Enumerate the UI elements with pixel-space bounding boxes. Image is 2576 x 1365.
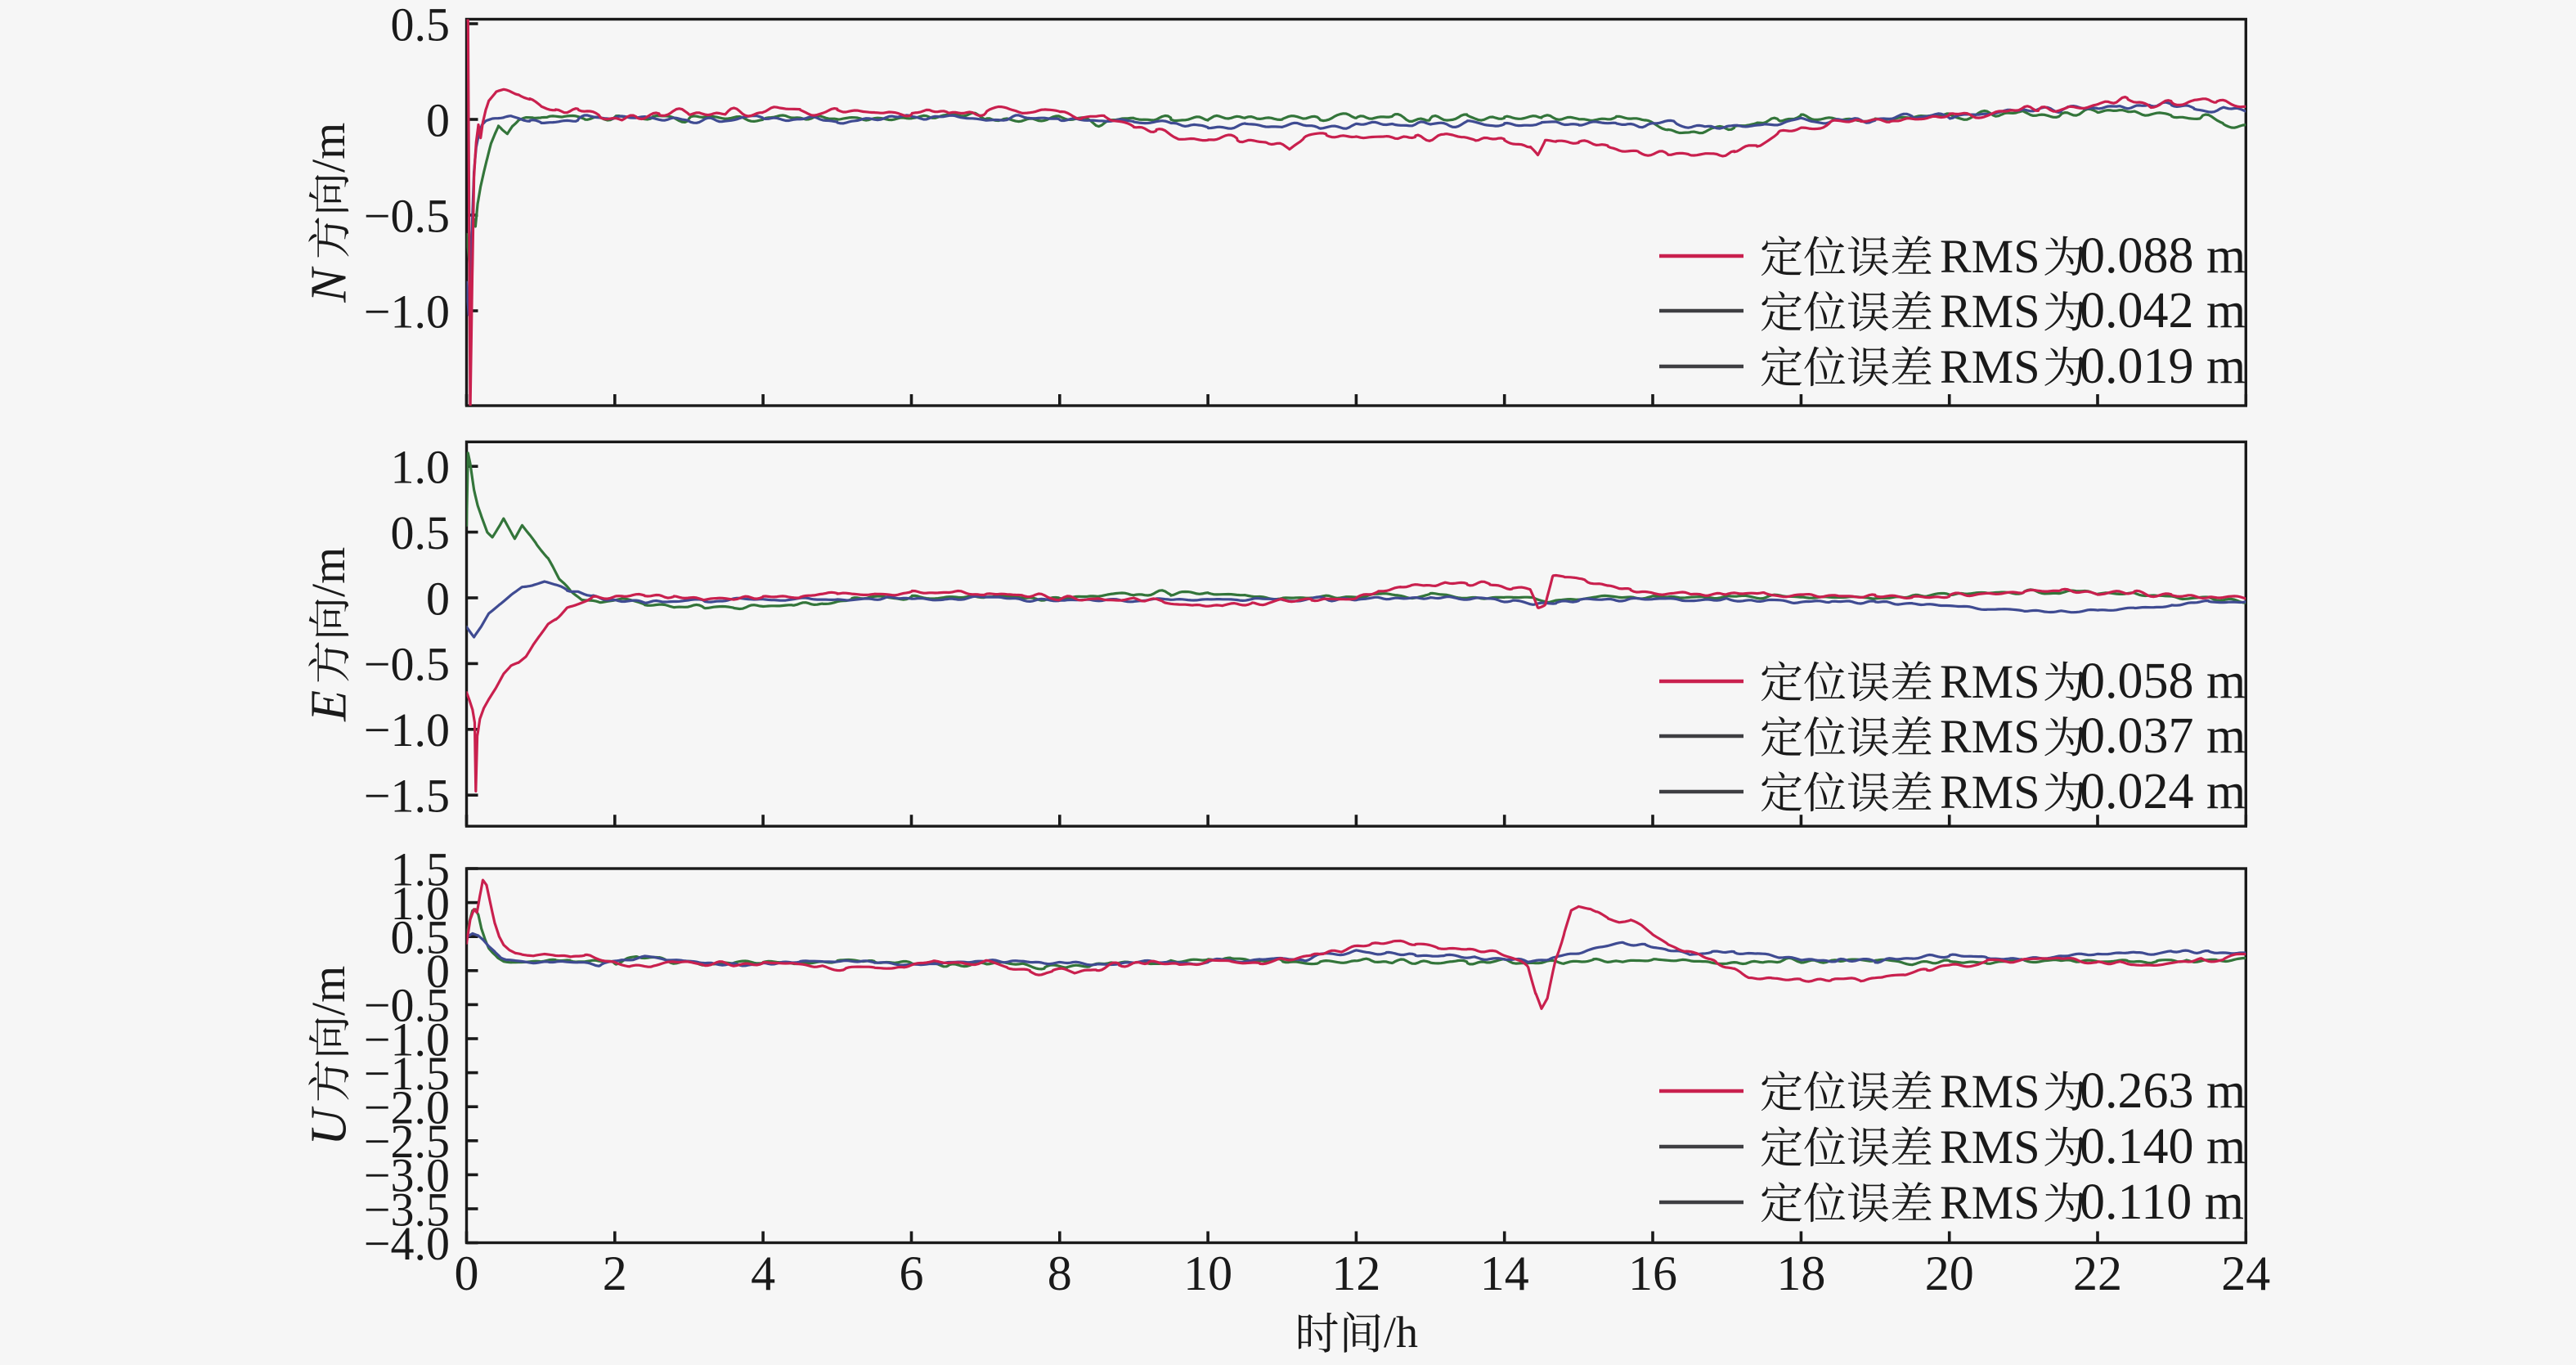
svg-text:1.5: 1.5: [391, 842, 451, 896]
svg-text:0.037 m: 0.037 m: [2080, 708, 2246, 764]
svg-text:2: 2: [603, 1246, 627, 1300]
svg-text:1.0: 1.0: [391, 877, 451, 930]
svg-text:0.110 m: 0.110 m: [2080, 1174, 2244, 1230]
svg-text:16: 16: [1628, 1246, 1677, 1300]
svg-text:−0.5: −0.5: [364, 979, 450, 1032]
svg-text:RMS: RMS: [1940, 1176, 2040, 1229]
svg-text:−0.5: −0.5: [364, 638, 450, 691]
svg-text:/h: /h: [1384, 1308, 1418, 1357]
svg-text:0: 0: [426, 93, 450, 146]
svg-text:0.058 m: 0.058 m: [2080, 653, 2246, 709]
svg-text:/m: /m: [302, 966, 355, 1016]
svg-text:E: E: [302, 690, 357, 722]
svg-text:10: 10: [1183, 1246, 1232, 1300]
svg-text:−2.5: −2.5: [364, 1115, 450, 1168]
svg-text:0.5: 0.5: [391, 506, 451, 559]
svg-text:20: 20: [1925, 1246, 1974, 1300]
svg-text:RMS: RMS: [1940, 710, 2040, 763]
svg-text:4: 4: [751, 1246, 775, 1300]
svg-text:22: 22: [2073, 1246, 2122, 1300]
svg-text:N: N: [302, 266, 357, 303]
svg-text:0.5: 0.5: [391, 0, 451, 51]
svg-text:0.263 m: 0.263 m: [2080, 1063, 2246, 1119]
svg-text:1.0: 1.0: [391, 441, 451, 494]
svg-text:0.088 m: 0.088 m: [2080, 228, 2246, 284]
svg-text:RMS: RMS: [1940, 285, 2040, 338]
svg-text:0: 0: [426, 945, 450, 998]
svg-text:RMS: RMS: [1940, 655, 2040, 708]
svg-text:0: 0: [426, 572, 450, 625]
svg-text:RMS: RMS: [1940, 230, 2040, 283]
svg-text:−1.0: −1.0: [364, 1013, 450, 1066]
svg-text:18: 18: [1776, 1246, 1825, 1300]
svg-text:−3.0: −3.0: [364, 1149, 450, 1202]
svg-text:/m: /m: [302, 123, 355, 173]
svg-text:0.5: 0.5: [391, 911, 451, 964]
svg-text:/m: /m: [302, 547, 355, 597]
svg-text:0.019 m: 0.019 m: [2080, 339, 2246, 394]
svg-text:U: U: [302, 1106, 357, 1146]
svg-text:−1.0: −1.0: [364, 703, 450, 757]
svg-text:12: 12: [1331, 1246, 1380, 1300]
svg-text:RMS: RMS: [1940, 1065, 2040, 1118]
svg-text:14: 14: [1480, 1246, 1529, 1300]
svg-text:0.140 m: 0.140 m: [2080, 1119, 2246, 1174]
svg-text:RMS: RMS: [1940, 340, 2040, 393]
svg-text:0.024 m: 0.024 m: [2080, 764, 2246, 819]
svg-text:−3.5: −3.5: [364, 1183, 450, 1236]
svg-text:−1.5: −1.5: [364, 1047, 450, 1100]
svg-text:RMS: RMS: [1940, 1120, 2040, 1174]
svg-text:RMS: RMS: [1940, 766, 2040, 819]
svg-text:−1.0: −1.0: [364, 285, 450, 338]
svg-text:6: 6: [900, 1246, 924, 1300]
svg-text:24: 24: [2221, 1246, 2270, 1300]
svg-text:−1.5: −1.5: [364, 770, 450, 823]
svg-text:0.042 m: 0.042 m: [2080, 283, 2246, 339]
svg-text:8: 8: [1048, 1246, 1072, 1300]
svg-text:0: 0: [455, 1246, 479, 1300]
svg-text:−0.5: −0.5: [364, 189, 450, 242]
svg-text:−4.0: −4.0: [364, 1217, 450, 1270]
svg-text:−2.0: −2.0: [364, 1081, 450, 1134]
